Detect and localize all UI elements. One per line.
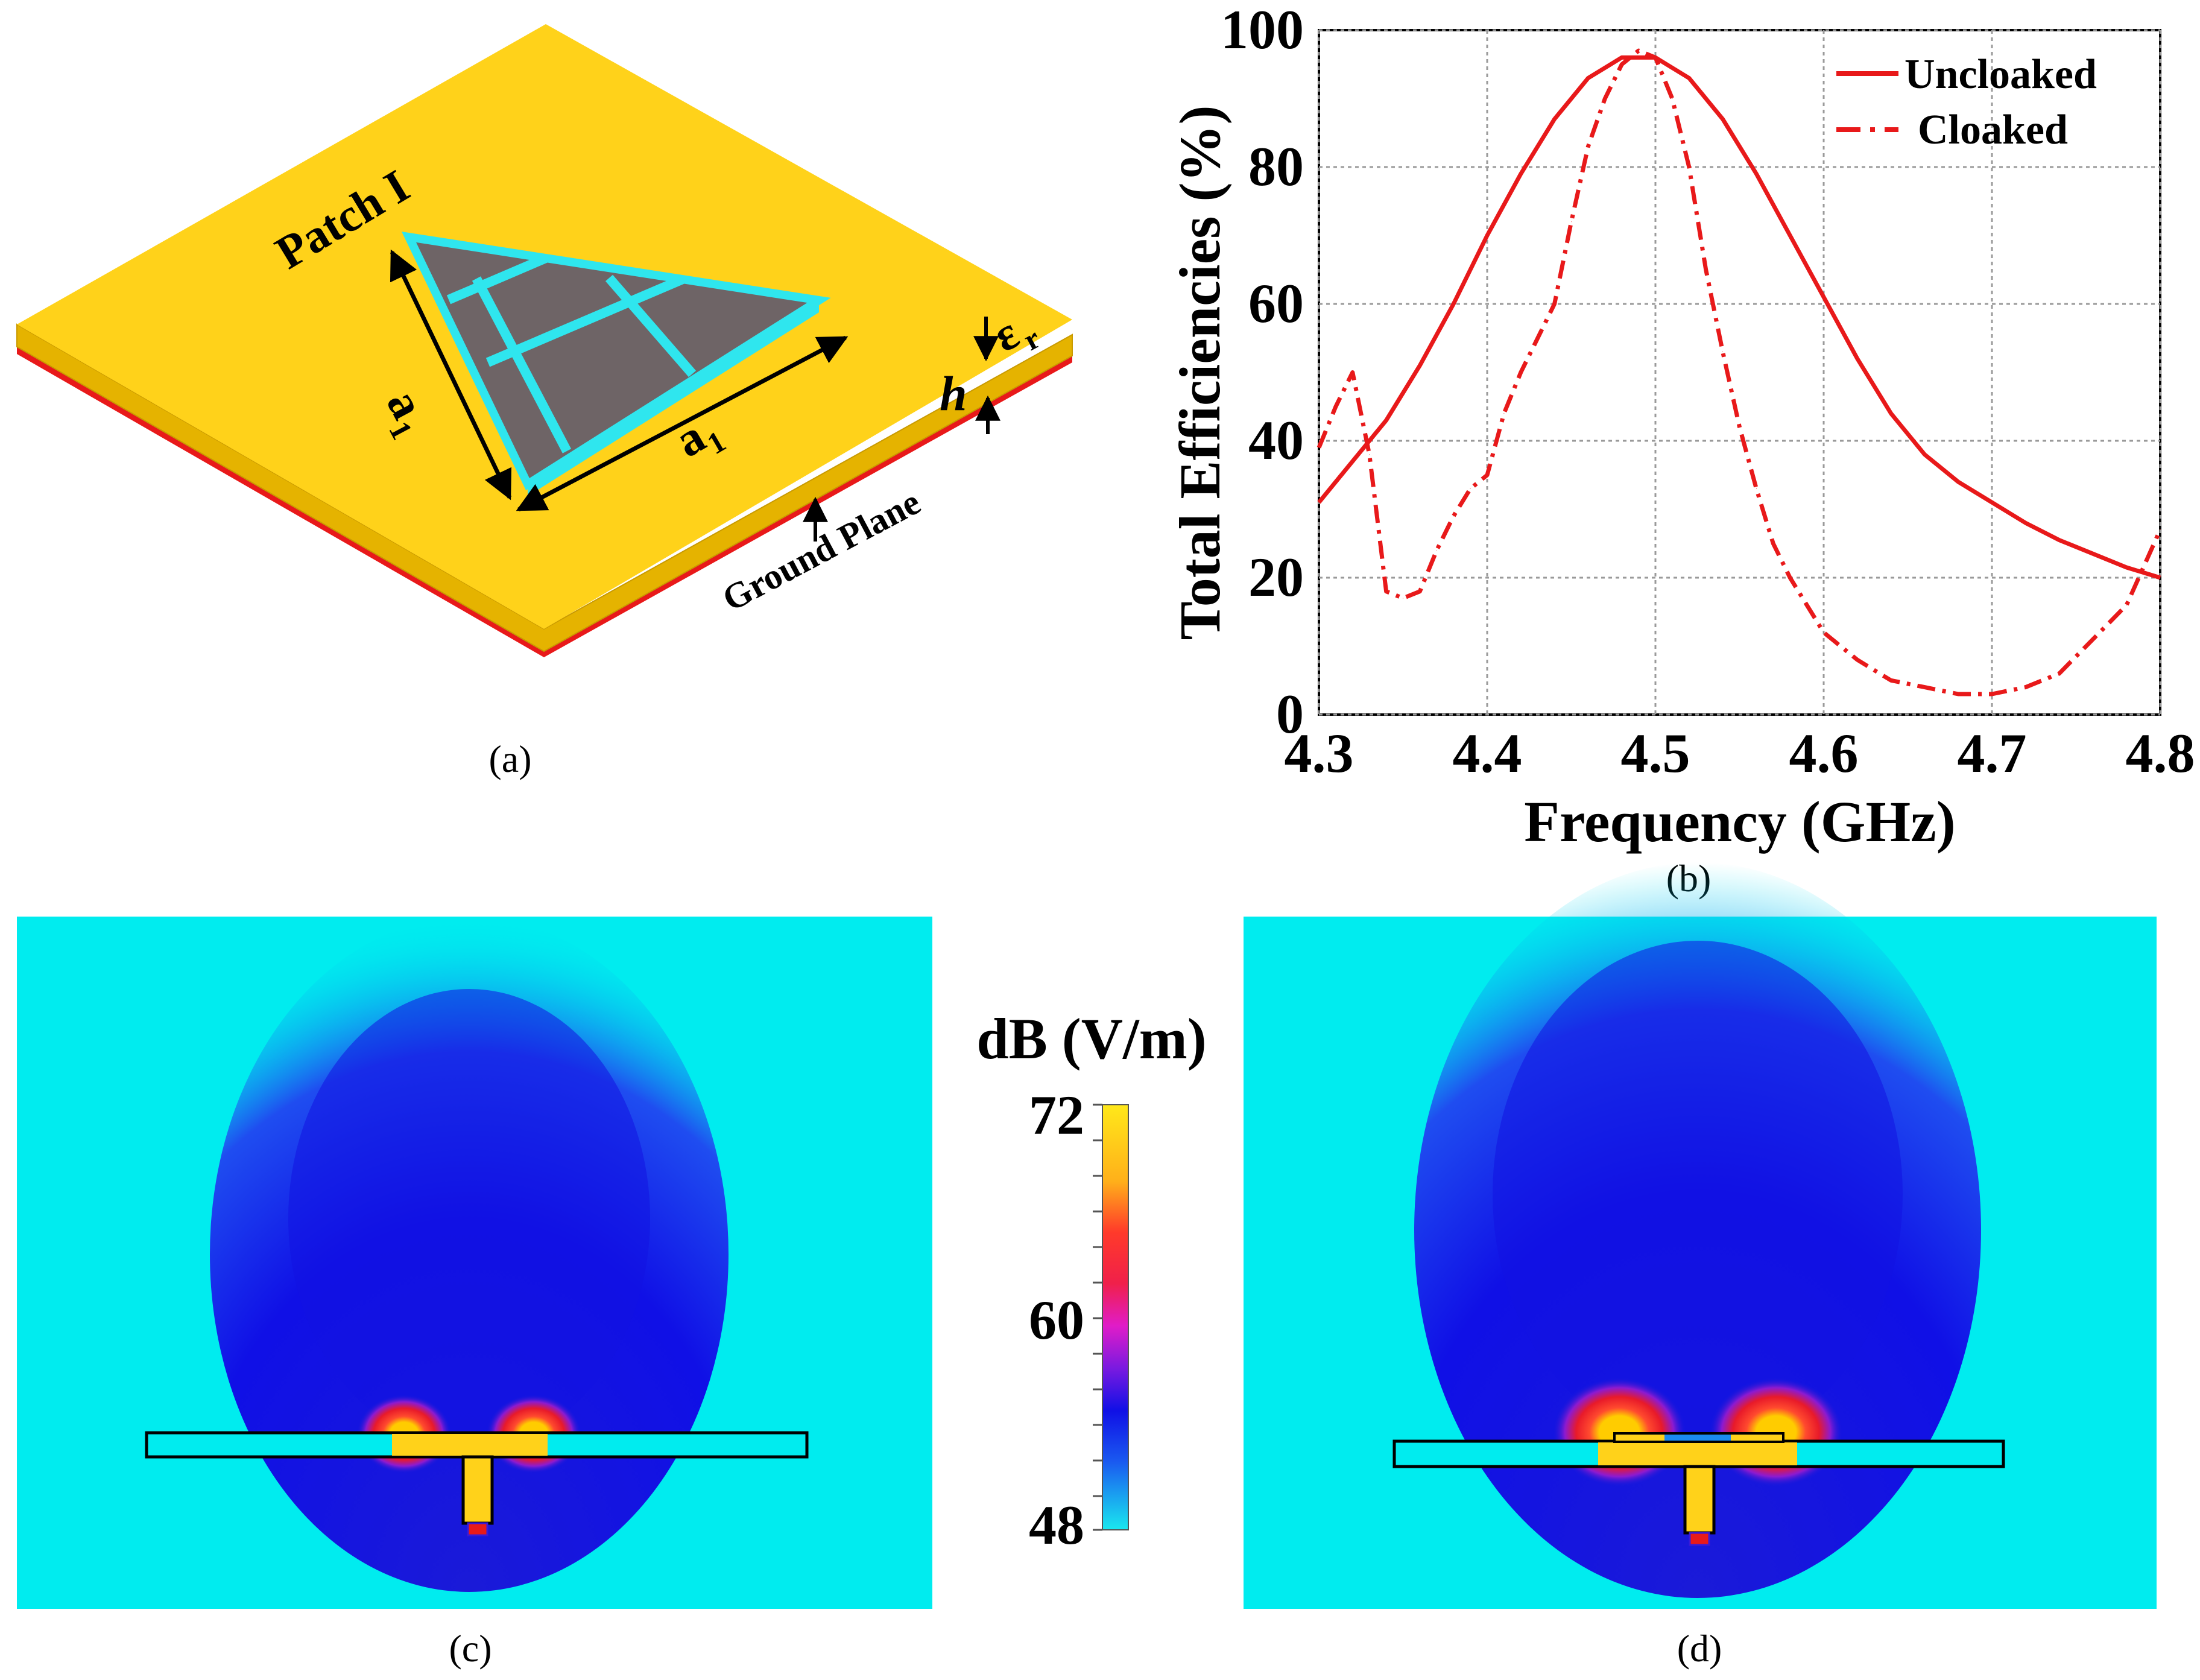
legend-label-cloaked: Cloaked — [1918, 107, 2068, 153]
chart-legend: Uncloaked Cloaked — [1836, 51, 2097, 153]
chart-grid — [1318, 29, 2161, 716]
data-point-uncloaked — [1789, 235, 1791, 236]
field-lobe-core-d — [1493, 941, 1903, 1447]
x-tick-label: 4.7 — [1958, 722, 2027, 784]
data-point-cloaked — [1470, 488, 1471, 489]
x-tick-labels: 4.3 4.4 4.5 4.6 4.7 4.8 — [1285, 722, 2195, 784]
dimension-arrow-left — [390, 249, 512, 501]
colorbar-scale — [1102, 1104, 1129, 1530]
panel-b-efficiency-chart: 4.3 4.4 4.5 4.6 4.7 4.8 0 20 40 60 80 100 Frequenc… — [1168, 0, 2195, 900]
data-point-uncloaked — [1318, 502, 1320, 503]
patch-section-d — [1598, 1442, 1797, 1465]
data-point-uncloaked — [1487, 235, 1488, 236]
data-point-cloaked — [1520, 372, 1522, 373]
y-tick-label: 40 — [1248, 409, 1304, 471]
x-axis-label: Frequency (GHz) — [1524, 789, 1955, 854]
y-tick-label: 80 — [1248, 136, 1304, 197]
patch-section-c — [392, 1434, 548, 1456]
data-point-uncloaked — [1924, 454, 1925, 455]
data-point-cloaked — [1503, 413, 1505, 414]
data-point-cloaked — [1318, 447, 1320, 448]
data-point-cloaked — [1335, 406, 1336, 407]
x-tick-label: 4.3 — [1285, 722, 1354, 784]
feed-probe-c — [461, 1455, 494, 1525]
caption-c: (c) — [449, 1627, 492, 1670]
y-axis-label: Total Efficiencies (%) — [1168, 106, 1232, 640]
feed-probe-d — [1683, 1465, 1716, 1535]
data-point-cloaked — [1772, 543, 1774, 544]
colorbar-mid: 60 — [1029, 1289, 1084, 1351]
field-lobe-core-c — [288, 989, 650, 1447]
panel-c-field-map: (c) — [17, 917, 932, 1670]
height-label: h — [940, 366, 967, 421]
legend-label-uncloaked: Uncloaked — [1904, 51, 2097, 98]
data-point-cloaked — [1554, 303, 1555, 305]
panel-a-antenna-schematic: Patch I a 1 a 1 h ε r Ground Plane (a) — [16, 24, 1073, 780]
data-point-cloaked — [1991, 693, 1993, 695]
feed-tip-c — [467, 1522, 488, 1536]
panel-d-field-map: (d) — [1244, 862, 2157, 1670]
colorbar-max: 72 — [1029, 1084, 1084, 1146]
feed-tip-d — [1689, 1532, 1710, 1546]
data-point-cloaked — [1655, 57, 1656, 58]
data-point-cloaked — [2160, 529, 2161, 530]
data-point-uncloaked — [1453, 303, 1454, 305]
data-point-cloaked — [1352, 372, 1353, 373]
data-point-uncloaked — [2126, 567, 2127, 568]
colorbar-min: 48 — [1029, 1494, 1084, 1556]
chart-series — [1317, 48, 2163, 696]
caption-d: (d) — [1677, 1627, 1722, 1670]
y-tick-label: 100 — [1221, 0, 1304, 60]
x-tick-label: 4.6 — [1789, 722, 1859, 784]
data-point-uncloaked — [1991, 502, 1993, 503]
x-tick-label: 4.8 — [2126, 722, 2195, 784]
data-point-cloaked — [1756, 488, 1757, 489]
data-point-cloaked — [1958, 693, 1959, 695]
colorbar-ticks — [1093, 1104, 1102, 1531]
data-point-uncloaked — [1352, 461, 1353, 462]
y-tick-label: 20 — [1248, 546, 1304, 608]
colorbar: dB (V/m) 72 60 48 — [976, 1006, 1206, 1556]
y-tick-labels: 0 20 40 60 80 100 — [1221, 0, 1304, 745]
series-line-uncloaked — [1317, 55, 2161, 580]
dimension-arrow-bottom — [516, 335, 849, 512]
y-tick-label: 60 — [1248, 273, 1304, 334]
data-point-cloaked — [1571, 221, 1572, 223]
x-tick-label: 4.5 — [1621, 722, 1690, 784]
caption-a: (a) — [488, 737, 531, 780]
x-tick-label: 4.4 — [1453, 722, 1522, 784]
cloak-gap-d — [1664, 1435, 1731, 1441]
data-point-cloaked — [1369, 454, 1370, 455]
colorbar-unit: dB (V/m) — [976, 1006, 1206, 1071]
data-point-cloaked — [1739, 426, 1740, 428]
y-tick-label: 0 — [1276, 683, 1304, 745]
